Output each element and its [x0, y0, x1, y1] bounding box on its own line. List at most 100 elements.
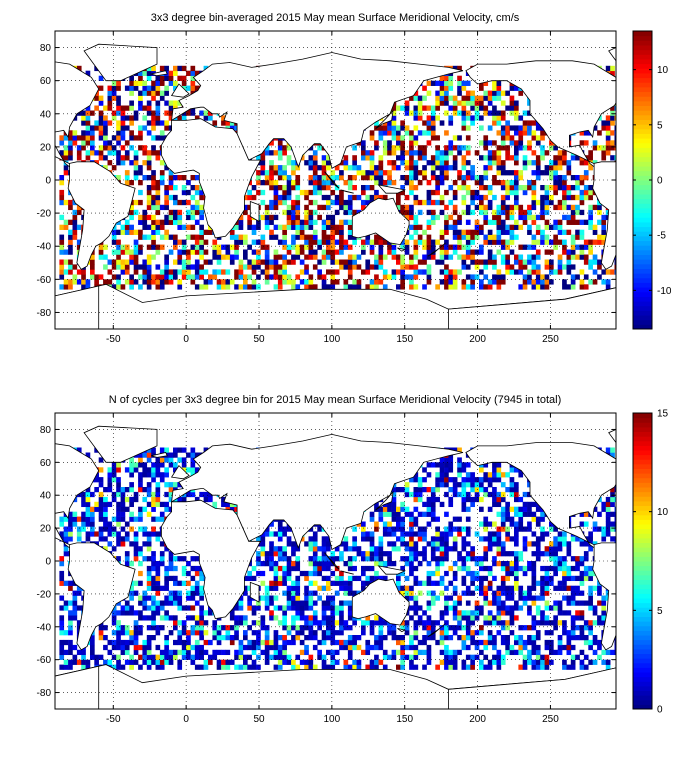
bin-cell — [199, 570, 204, 577]
bin-cell — [562, 279, 567, 285]
bin-cell — [479, 155, 484, 161]
bin-cell — [142, 541, 148, 547]
bin-cell — [500, 180, 506, 186]
bin-cell — [221, 635, 226, 641]
bin-cell — [312, 150, 318, 156]
bin-cell — [151, 506, 156, 512]
bin-cell — [138, 630, 143, 636]
bin-cell — [177, 259, 183, 265]
landmass — [340, 189, 354, 194]
bin-cell — [356, 170, 362, 176]
bin-cell — [151, 491, 156, 498]
bin-cell — [142, 649, 148, 656]
bin-cell — [400, 120, 405, 126]
bin-cell — [221, 244, 226, 250]
bin-cell — [277, 605, 283, 611]
bin-cell — [417, 130, 423, 136]
bin-cell — [496, 239, 502, 245]
bin-cell — [194, 620, 200, 626]
bin-cell — [505, 214, 510, 221]
bin-cell — [229, 229, 235, 235]
bin-cell — [479, 244, 484, 250]
bin-cell — [295, 274, 301, 280]
bin-cell — [155, 135, 161, 141]
bin-cell — [151, 145, 156, 151]
bin-cell — [273, 199, 279, 206]
bin-cell — [492, 234, 497, 240]
bin-cell — [583, 189, 589, 196]
bin-cell — [295, 244, 301, 250]
bin-cell — [190, 264, 196, 270]
bin-cell — [430, 160, 436, 166]
bin-cell — [216, 625, 222, 631]
bin-cell — [277, 531, 283, 537]
bin-cell — [601, 125, 607, 131]
bin-cell — [177, 100, 183, 106]
bin-cell — [605, 120, 611, 126]
bin-cell — [317, 165, 322, 171]
bin-cell — [417, 95, 423, 101]
bin-cell — [216, 254, 222, 260]
bin-cell — [68, 284, 73, 290]
bin-cell — [94, 506, 99, 512]
bin-cell — [120, 491, 126, 498]
bin-cell — [483, 110, 489, 116]
bin-cell — [470, 95, 475, 101]
bin-cell — [413, 224, 419, 230]
bin-cell — [98, 100, 104, 106]
bin-cell — [426, 105, 432, 111]
bin-cell — [614, 145, 616, 151]
bin-cell — [120, 244, 126, 250]
bin-cell — [605, 140, 611, 146]
bin-cell — [540, 234, 545, 240]
bin-cell — [479, 279, 484, 285]
bin-cell — [225, 254, 231, 260]
bin-cell — [465, 80, 471, 86]
bin-cell — [391, 105, 397, 111]
bin-cell — [291, 605, 296, 611]
bin-cell — [409, 130, 414, 136]
bin-cell — [129, 75, 134, 81]
bin-cell — [326, 244, 331, 250]
bin-cell — [151, 575, 156, 582]
bin-cell — [146, 491, 152, 498]
bin-cell — [461, 284, 467, 290]
x-tick-label: 0 — [183, 334, 189, 345]
bin-cell — [59, 595, 65, 601]
bin-cell — [238, 259, 244, 265]
bin-cell — [247, 204, 252, 211]
bin-cell — [396, 254, 401, 260]
bin-cell — [544, 209, 550, 216]
bin-cell — [378, 264, 384, 270]
bin-cell — [312, 219, 318, 225]
bin-cell — [59, 199, 65, 206]
bin-cell — [238, 644, 244, 651]
bin-cell — [155, 105, 161, 111]
bin-cell — [190, 615, 196, 621]
bin-cell — [142, 160, 148, 166]
bin-cell — [229, 635, 235, 641]
bin-cell — [277, 546, 283, 552]
bin-cell — [164, 472, 169, 478]
bin-cell — [483, 90, 489, 96]
bin-cell — [155, 516, 161, 522]
bin-cell — [129, 274, 134, 280]
bin-cell — [116, 482, 121, 488]
bin-cell — [295, 590, 301, 596]
bin-cell — [361, 239, 366, 245]
bin-cell — [570, 185, 576, 191]
bin-cell — [369, 244, 375, 250]
bin-cell — [194, 269, 200, 275]
bin-cell — [282, 199, 287, 206]
bin-cell — [518, 244, 524, 250]
bin-cell — [208, 115, 213, 121]
bin-cell — [286, 189, 292, 196]
bin-cell — [151, 467, 156, 473]
bin-cell — [199, 244, 204, 250]
bin-cell — [470, 100, 475, 106]
bin-cell — [159, 615, 165, 621]
bin-cell — [527, 279, 532, 285]
bin-cell — [269, 170, 274, 176]
bin-cell — [369, 130, 375, 136]
bin-cell — [243, 575, 248, 582]
